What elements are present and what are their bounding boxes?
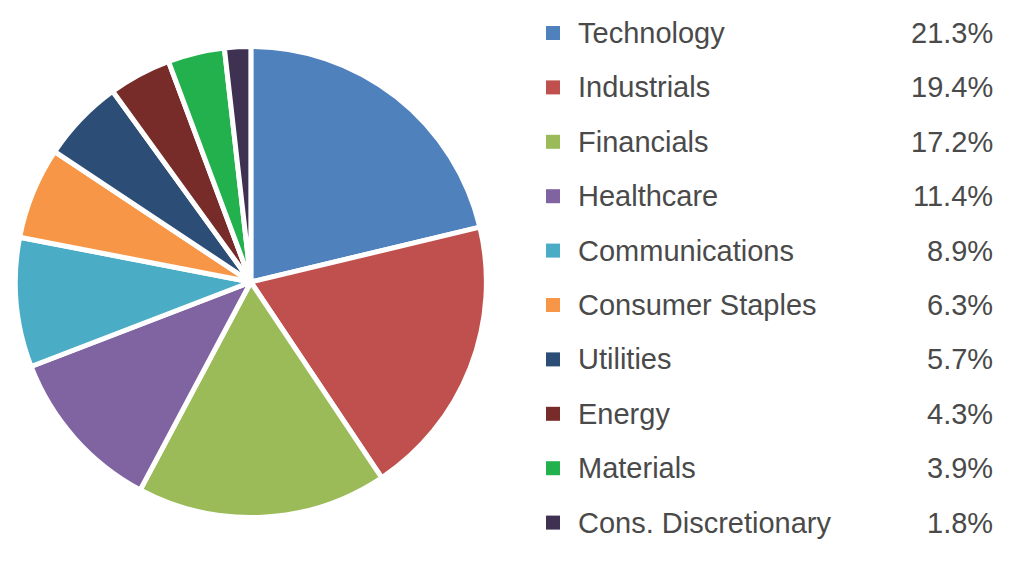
svg-text:17.2%: 17.2% <box>911 126 993 158</box>
svg-text:4.3%: 4.3% <box>927 398 993 430</box>
svg-text:Technology: Technology <box>578 17 725 49</box>
svg-text:21.3%: 21.3% <box>911 17 993 49</box>
svg-text:8.9%: 8.9% <box>927 235 993 267</box>
svg-text:Healthcare: Healthcare <box>578 180 718 212</box>
svg-text:5.7%: 5.7% <box>927 343 993 375</box>
svg-text:Financials: Financials <box>578 126 709 158</box>
svg-text:Materials: Materials <box>578 452 696 484</box>
svg-text:1.8%: 1.8% <box>927 507 993 539</box>
svg-text:Energy: Energy <box>578 398 670 430</box>
svg-text:Communications: Communications <box>578 235 794 267</box>
svg-text:Cons. Discretionary: Cons. Discretionary <box>578 507 832 539</box>
svg-text:Utilities: Utilities <box>578 343 671 375</box>
svg-text:Industrials: Industrials <box>578 71 710 103</box>
svg-text:3.9%: 3.9% <box>927 452 993 484</box>
svg-text:6.3%: 6.3% <box>927 289 993 321</box>
svg-text:11.4%: 11.4% <box>913 180 993 212</box>
svg-text:19.4%: 19.4% <box>911 71 993 103</box>
svg-text:Consumer Staples: Consumer Staples <box>578 289 817 321</box>
